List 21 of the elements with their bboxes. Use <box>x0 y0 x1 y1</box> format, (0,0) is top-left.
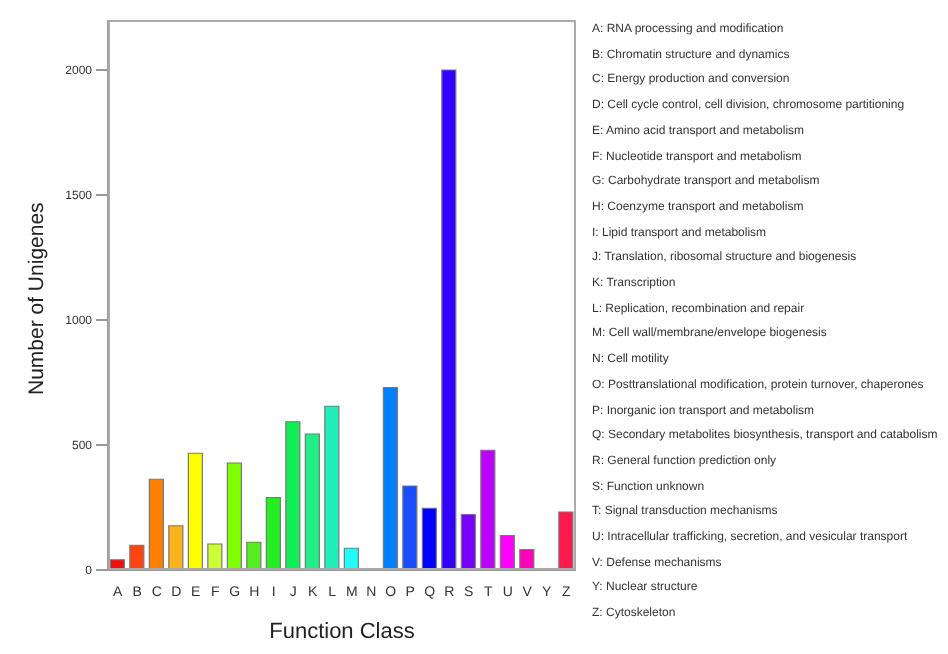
bar <box>421 507 437 570</box>
bar <box>382 386 398 570</box>
bar <box>304 433 320 570</box>
bar <box>129 544 145 570</box>
bar <box>207 543 223 570</box>
bar <box>480 449 496 570</box>
x-axis-title: Function Class <box>269 620 416 644</box>
bar <box>168 525 184 570</box>
bar <box>558 511 574 570</box>
bar <box>246 541 262 570</box>
bar <box>148 478 164 570</box>
bar <box>226 462 242 570</box>
bar <box>324 405 340 570</box>
bar <box>285 421 301 570</box>
bar <box>402 485 418 570</box>
bar <box>441 69 457 570</box>
y-axis-title: Number of Unigenes <box>25 202 50 395</box>
bar <box>187 452 203 570</box>
bar <box>499 534 515 570</box>
bar <box>460 513 476 570</box>
bar <box>265 496 281 570</box>
